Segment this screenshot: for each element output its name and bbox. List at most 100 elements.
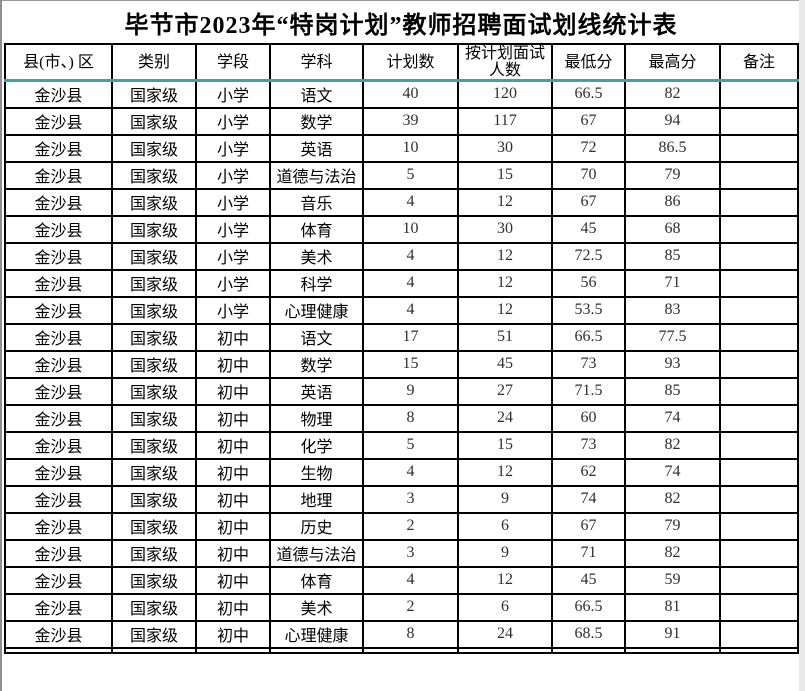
table-cell <box>719 268 799 298</box>
table-cell <box>719 106 799 136</box>
column-header-3: 学科 <box>269 43 364 82</box>
table-cell: 数学 <box>269 349 364 379</box>
column-header-2: 学段 <box>195 43 271 82</box>
table-cell: 24 <box>457 619 553 649</box>
table-cell: 科学 <box>269 268 364 298</box>
table-cell: 68.5 <box>551 619 626 649</box>
table-cell: 81 <box>624 592 721 622</box>
table-cell: 小学 <box>195 160 271 190</box>
table-cell: 国家级 <box>111 79 197 109</box>
table-cell: 74 <box>624 403 721 433</box>
table-cell: 5 <box>362 160 459 190</box>
table-cell: 生物 <box>269 457 364 487</box>
table-cell: 小学 <box>195 268 271 298</box>
table-cell: 金沙县 <box>4 619 113 649</box>
table-row: 金沙县 国家级 初中 物理 8 24 60 74 <box>4 403 799 433</box>
table-cell: 68 <box>624 214 721 244</box>
table-cell: 国家级 <box>111 106 197 136</box>
table-cell: 金沙县 <box>4 376 113 406</box>
table-cell: 国家级 <box>111 403 197 433</box>
table-cell: 英语 <box>269 133 364 163</box>
table-cell <box>719 79 799 109</box>
table-cell: 85 <box>624 376 721 406</box>
table-cell: 国家级 <box>111 322 197 352</box>
table-cell: 71.5 <box>551 376 626 406</box>
table-cell: 地理 <box>269 484 364 514</box>
table-cell: 3 <box>362 538 459 568</box>
table-cell: 金沙县 <box>4 79 113 109</box>
table-cell: 小学 <box>195 295 271 325</box>
table-row: 金沙县 国家级 小学 科学 4 12 56 71 <box>4 268 799 298</box>
table-cell <box>269 646 364 654</box>
table-cell: 初中 <box>195 484 271 514</box>
table-cell: 金沙县 <box>4 538 113 568</box>
column-header-0: 县(市、) 区 <box>4 43 113 82</box>
right-background-strip <box>799 0 805 691</box>
table-cell: 3 <box>362 484 459 514</box>
table-cell: 24 <box>457 403 553 433</box>
table-cell <box>362 646 459 654</box>
table-cell: 美术 <box>269 592 364 622</box>
table-cell: 12 <box>457 565 553 595</box>
table-row: 金沙县 国家级 小学 音乐 4 12 67 86 <box>4 187 799 217</box>
table-cell: 45 <box>551 214 626 244</box>
table-cell: 心理健康 <box>269 295 364 325</box>
table-cell: 国家级 <box>111 160 197 190</box>
table-cell: 国家级 <box>111 511 197 541</box>
table-cell: 72.5 <box>551 241 626 271</box>
table-cell: 12 <box>457 457 553 487</box>
header-row: 县(市、) 区类别 学段 学科 计划数 按计划面试人数 最低分 最高分 备注 <box>4 43 799 82</box>
table-cell: 73 <box>551 349 626 379</box>
table-cell: 4 <box>362 268 459 298</box>
table-cell <box>719 241 799 271</box>
table-cell: 数学 <box>269 106 364 136</box>
table-cell: 30 <box>457 133 553 163</box>
table-cell: 12 <box>457 187 553 217</box>
table-cell: 85 <box>624 241 721 271</box>
table-cell: 82 <box>624 538 721 568</box>
table-cell: 国家级 <box>111 484 197 514</box>
table-cell: 金沙县 <box>4 214 113 244</box>
table-cell: 英语 <box>269 376 364 406</box>
table-cell: 金沙县 <box>4 322 113 352</box>
table-cell: 4 <box>362 187 459 217</box>
table-cell: 国家级 <box>111 619 197 649</box>
table-cell <box>624 646 721 654</box>
table-cell: 2 <box>362 511 459 541</box>
table-cell: 30 <box>457 214 553 244</box>
table-cell <box>719 214 799 244</box>
table-cell <box>719 619 799 649</box>
table-cell: 国家级 <box>111 457 197 487</box>
table-row: 金沙县 国家级 小学 心理健康 4 12 53.5 83 <box>4 295 799 325</box>
table-cell: 9 <box>362 376 459 406</box>
table-row: 金沙县 国家级 小学 英语 10 30 72 86.5 <box>4 133 799 163</box>
table-cell: 8 <box>362 619 459 649</box>
table-cell: 10 <box>362 133 459 163</box>
table-cell: 金沙县 <box>4 106 113 136</box>
table-cell: 40 <box>362 79 459 109</box>
column-header-5: 按计划面试人数 <box>457 43 553 82</box>
table-cell: 化学 <box>269 430 364 460</box>
table-cell <box>719 511 799 541</box>
table-cell: 初中 <box>195 403 271 433</box>
table-cell <box>719 187 799 217</box>
partial-row <box>4 646 799 654</box>
table-cell <box>457 646 553 654</box>
table-cell: 国家级 <box>111 349 197 379</box>
table-cell: 77.5 <box>624 322 721 352</box>
table-cell: 12 <box>457 268 553 298</box>
table-cell: 82 <box>624 79 721 109</box>
table-cell: 语文 <box>269 322 364 352</box>
column-header-4: 计划数 <box>362 43 459 82</box>
table-row: 金沙县 国家级 小学 道德与法治 5 15 70 79 <box>4 160 799 190</box>
table-cell: 小学 <box>195 79 271 109</box>
table-row: 金沙县 国家级 初中 生物 4 12 62 74 <box>4 457 799 487</box>
table-cell: 8 <box>362 403 459 433</box>
table-cell <box>195 646 271 654</box>
table-row: 金沙县 国家级 小学 美术 4 12 72.5 85 <box>4 241 799 271</box>
table-cell: 74 <box>624 457 721 487</box>
table-cell: 67 <box>551 511 626 541</box>
table-cell: 2 <box>362 592 459 622</box>
table-cell <box>111 646 197 654</box>
table-cell: 73 <box>551 430 626 460</box>
